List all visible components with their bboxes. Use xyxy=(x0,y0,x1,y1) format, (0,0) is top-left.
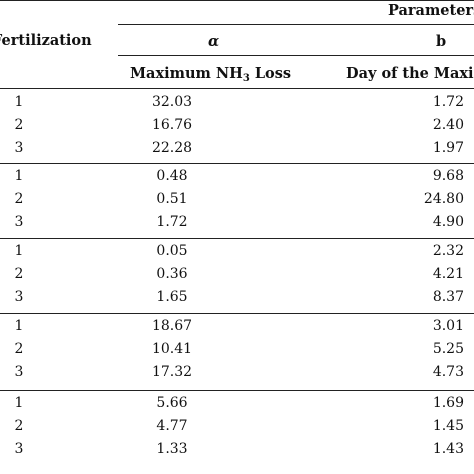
top-rule xyxy=(0,0,474,1)
b-heading: b xyxy=(436,33,447,50)
fertilization-cell: 3 xyxy=(14,364,24,380)
b-cell: 24.80 xyxy=(423,191,464,207)
fertilization-cell: 3 xyxy=(14,441,24,457)
fertilization-cell: 3 xyxy=(14,289,24,305)
alpha-cell: 32.03 xyxy=(151,94,193,110)
parameters-underline xyxy=(118,24,474,25)
greek-header-underline xyxy=(118,55,474,56)
fertilization-cell: 3 xyxy=(14,140,24,156)
fertilization-heading: Fertilization xyxy=(0,32,92,49)
b-cell: 1.72 xyxy=(432,94,464,110)
fertilization-cell: 2 xyxy=(14,191,24,207)
b-cell: 2.40 xyxy=(432,117,464,133)
alpha-heading: α xyxy=(208,33,220,50)
b-cell: 3.01 xyxy=(432,318,464,334)
group-separator xyxy=(0,313,474,314)
parameters-heading: Parameters xyxy=(388,2,474,19)
b-cell: 1.97 xyxy=(432,140,464,156)
fertilization-cell: 1 xyxy=(14,94,24,110)
day-of-max-heading: Day of the Maxim xyxy=(346,65,474,82)
alpha-cell: 10.41 xyxy=(151,341,193,357)
b-cell: 1.69 xyxy=(432,395,464,411)
b-cell: 2.32 xyxy=(432,243,464,259)
fertilization-cell: 3 xyxy=(14,214,24,230)
alpha-cell: 18.67 xyxy=(151,318,193,334)
alpha-cell: 4.77 xyxy=(156,418,188,434)
b-cell: 4.21 xyxy=(432,266,464,282)
alpha-cell: 16.76 xyxy=(151,117,193,133)
max-nh3-loss-heading: Maximum NH3 Loss xyxy=(130,65,292,84)
fertilization-cell: 2 xyxy=(14,117,24,133)
fertilization-cell: 2 xyxy=(14,341,24,357)
b-cell: 1.45 xyxy=(432,418,464,434)
b-cell: 4.90 xyxy=(432,214,464,230)
group-separator xyxy=(0,238,474,239)
fertilization-cell: 2 xyxy=(14,266,24,282)
b-cell: 9.68 xyxy=(432,168,464,184)
fertilization-cell: 1 xyxy=(14,243,24,259)
alpha-cell: 0.51 xyxy=(156,191,188,207)
alpha-cell: 1.33 xyxy=(156,441,188,457)
b-cell: 5.25 xyxy=(432,341,464,357)
alpha-cell: 0.05 xyxy=(156,243,188,259)
fertilization-cell: 1 xyxy=(14,318,24,334)
alpha-cell: 0.36 xyxy=(156,266,188,282)
alpha-cell: 1.65 xyxy=(156,289,188,305)
fertilization-cell: 1 xyxy=(14,395,24,411)
b-cell: 1.43 xyxy=(432,441,464,457)
alpha-cell: 5.66 xyxy=(156,395,188,411)
alpha-cell: 17.32 xyxy=(151,364,193,380)
alpha-cell: 1.72 xyxy=(156,214,188,230)
alpha-cell: 0.48 xyxy=(156,168,188,184)
alpha-cell: 22.28 xyxy=(151,140,193,156)
b-cell: 8.37 xyxy=(432,289,464,305)
header-bottom-rule xyxy=(0,88,474,89)
b-cell: 4.73 xyxy=(432,364,464,380)
fertilization-cell: 1 xyxy=(14,168,24,184)
fertilization-cell: 2 xyxy=(14,418,24,434)
group-separator xyxy=(0,390,474,391)
group-separator xyxy=(0,163,474,164)
